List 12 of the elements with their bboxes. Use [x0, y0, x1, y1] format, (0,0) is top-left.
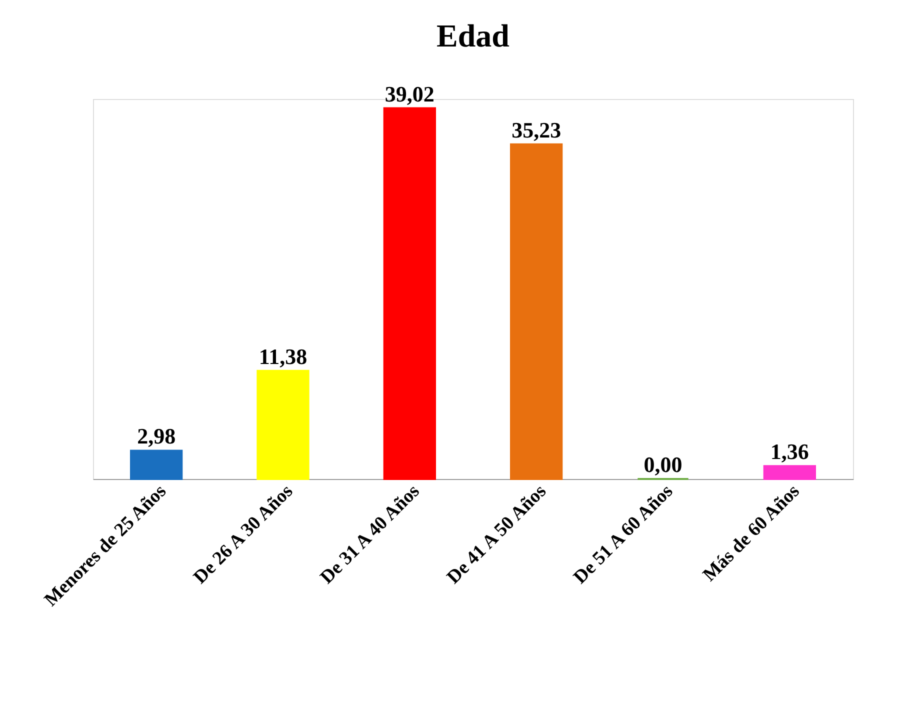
bar: [130, 450, 183, 480]
bar: [383, 107, 436, 480]
data-label: 11,38: [258, 344, 308, 369]
chart-title: Edad: [436, 17, 510, 54]
data-label: 2,98: [137, 424, 176, 449]
bar: [510, 143, 563, 480]
data-label: 35,23: [512, 117, 562, 142]
bar: [763, 465, 816, 480]
data-label: 39,02: [384, 81, 434, 106]
data-label: 0,00: [644, 452, 682, 477]
bar: [256, 370, 310, 480]
data-label: 1,36: [770, 439, 809, 464]
